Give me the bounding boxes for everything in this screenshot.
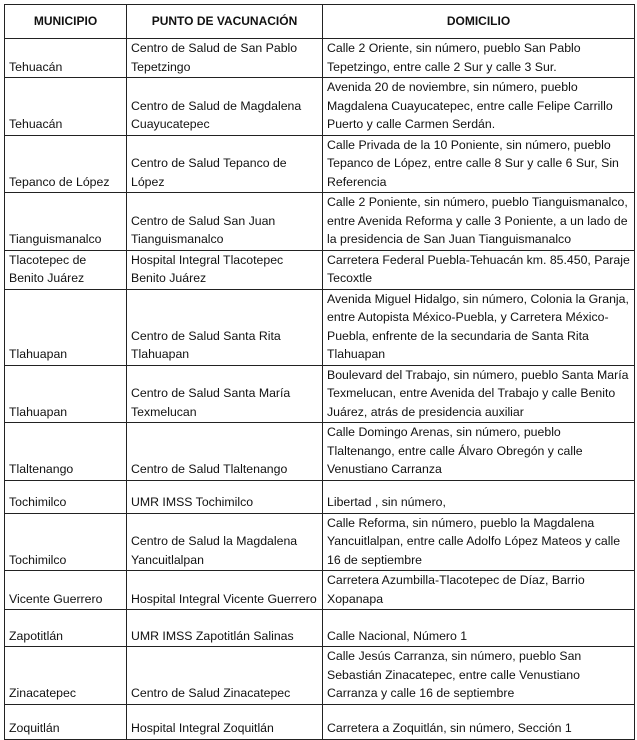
punto-cell: Centro de Salud Zinacatepec (126, 646, 323, 705)
table-row: Tehuacán Centro de Salud de San Pablo Tep… (4, 38, 635, 78)
domicilio-cell: Avenida Miguel Hidalgo, sin número, Colo… (322, 288, 635, 366)
punto-cell: Centro de Salud la Magdalena Yancuitlalp… (126, 512, 323, 571)
table-header-row: MUNICIPIO PUNTO DE VACUNACIÓN DOMICILIO (4, 4, 635, 39)
table-row: Tepanco de López Centro de Salud Tepanco … (4, 134, 635, 193)
table-row: Tehuacán Centro de Salud de Magdalena Cua… (4, 77, 635, 136)
punto-cell: Centro de Salud de San Pablo Tepetzingo (126, 38, 323, 78)
table-row: Zinacatepec Centro de Salud Zinacatepec Ca… (4, 646, 635, 705)
domicilio-cell: Avenida 20 de noviembre, sin número, pue… (322, 77, 635, 136)
punto-cell: UMR IMSS Tochimilco (126, 479, 323, 514)
municipio-cell: Tochimilco (4, 512, 127, 571)
domicilio-cell: Calle 2 Poniente, sin número, pueblo Tia… (322, 192, 635, 251)
table-row: Tlacotepec de Benito Juárez Hospital Int… (4, 249, 635, 290)
domicilio-cell: Calle Privada de la 10 Poniente, sin núm… (322, 134, 635, 193)
municipio-cell: Tianguismanalco (4, 192, 127, 251)
punto-cell: Centro de Salud de Magdalena Cuayucatepe… (126, 77, 323, 136)
domicilio-cell: Carretera Federal Puebla-Tehuacán km. 85… (322, 249, 635, 290)
punto-cell: Hospital Integral Tlacotepec Benito Juár… (126, 249, 323, 290)
punto-cell: Centro de Salud Tepanco de López (126, 134, 323, 193)
header-domicilio: DOMICILIO (322, 4, 635, 39)
table-row: Tlahuapan Centro de Salud Santa Rita Tlah… (4, 288, 635, 366)
domicilio-cell: Libertad , sin número, (322, 479, 635, 514)
municipio-cell: Zapotitlán (4, 609, 127, 647)
municipio-cell: Tepanco de López (4, 134, 127, 193)
table-row: Tianguismanalco Centro de Salud San Juan … (4, 192, 635, 251)
punto-cell: Centro de Salud Tlaltenango (126, 422, 323, 481)
punto-cell: Hospital Integral Vicente Guerrero (126, 570, 323, 610)
domicilio-cell: Carretera Azumbilla-Tlacotepec de Díaz, … (322, 570, 635, 610)
municipio-cell: Tlahuapan (4, 364, 127, 423)
table-row: Zapotitlán UMR IMSS Zapotitlán Salinas Cal… (4, 609, 635, 647)
domicilio-cell: Carretera a Zoquitlán, sin número, Secci… (322, 703, 635, 740)
domicilio-cell: Boulevard del Trabajo, sin número, puebl… (322, 364, 635, 423)
vaccination-points-table: MUNICIPIO PUNTO DE VACUNACIÓN DOMICILIO … (4, 4, 635, 740)
table-row: Vicente Guerrero Hospital Integral Vicent… (4, 570, 635, 610)
table-row: Tlaltenango Centro de Salud Tlaltenango Ca… (4, 422, 635, 481)
table-row: Zoquitlán Hospital Integral Zoquitlán Carr… (4, 703, 635, 740)
header-municipio: MUNICIPIO (4, 4, 127, 39)
punto-cell: UMR IMSS Zapotitlán Salinas (126, 609, 323, 647)
municipio-cell: Zoquitlán (4, 703, 127, 740)
punto-cell: Hospital Integral Zoquitlán (126, 703, 323, 740)
domicilio-cell: Calle Nacional, Número 1 (322, 609, 635, 647)
domicilio-cell: Calle 2 Oriente, sin número, pueblo San … (322, 38, 635, 78)
punto-cell: Centro de Salud Santa María Texmelucan (126, 364, 323, 423)
municipio-cell: Tehuacán (4, 77, 127, 136)
table-row: Tochimilco UMR IMSS Tochimilco Libertad , … (4, 479, 635, 514)
domicilio-cell: Calle Domingo Arenas, sin número, pueblo… (322, 422, 635, 481)
municipio-cell: Tochimilco (4, 479, 127, 514)
municipio-cell: Tehuacán (4, 38, 127, 78)
punto-cell: Centro de Salud San Juan Tianguismanalco (126, 192, 323, 251)
domicilio-cell: Calle Jesús Carranza, sin número, pueblo… (322, 646, 635, 705)
punto-cell: Centro de Salud Santa Rita Tlahuapan (126, 288, 323, 366)
municipio-cell: Tlaltenango (4, 422, 127, 481)
municipio-cell: Zinacatepec (4, 646, 127, 705)
municipio-cell: Tlacotepec de Benito Juárez (4, 249, 127, 290)
table-row: Tochimilco Centro de Salud la Magdalena Y… (4, 512, 635, 571)
table-row: Tlahuapan Centro de Salud Santa María Tex… (4, 364, 635, 423)
municipio-cell: Tlahuapan (4, 288, 127, 366)
municipio-cell: Vicente Guerrero (4, 570, 127, 610)
header-punto-vacunacion: PUNTO DE VACUNACIÓN (126, 4, 323, 39)
domicilio-cell: Calle Reforma, sin número, pueblo la Mag… (322, 512, 635, 571)
